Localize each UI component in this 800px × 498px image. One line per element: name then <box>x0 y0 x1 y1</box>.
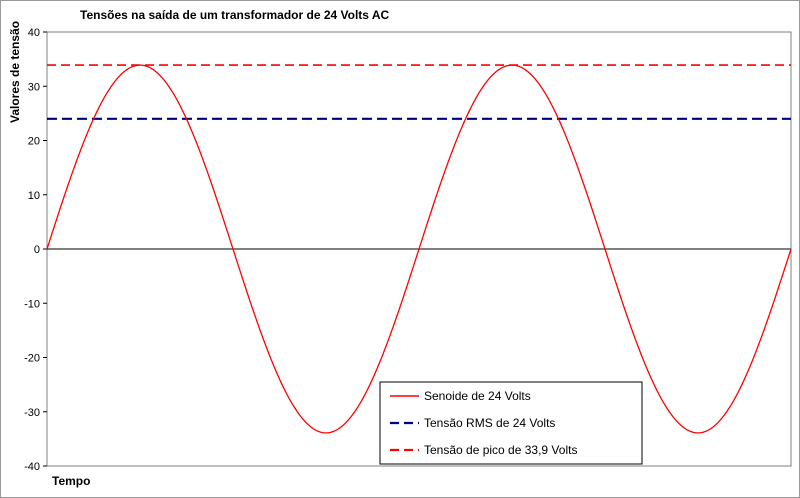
y-tick-label: 30 <box>28 81 40 93</box>
legend-label-0: Senoide de 24 Volts <box>424 389 531 403</box>
series-layer <box>46 64 792 434</box>
y-tick-label: -30 <box>24 407 40 419</box>
y-tick-label: 20 <box>28 136 40 148</box>
legend-box <box>379 381 643 465</box>
y-tick-label: -40 <box>24 461 40 473</box>
y-axis-label: Valores de tensão <box>8 21 22 123</box>
y-tick-label: 40 <box>28 27 40 39</box>
y-axis-ticks: 40 30 20 10 0 -10 -20 -30 -40 <box>24 27 47 473</box>
y-tick-label: 0 <box>34 244 40 256</box>
y-tick-label: -20 <box>24 353 40 365</box>
x-axis-label: Tempo <box>52 474 90 488</box>
series-line-0 <box>46 64 792 434</box>
legend-label-1: Tensão RMS de 24 Volts <box>424 416 555 430</box>
legend: Senoide de 24 Volts Tensão RMS de 24 Volt… <box>379 381 643 465</box>
y-tick-label: 10 <box>28 190 40 202</box>
chart-title: Tensões na saída de um transformador de … <box>80 8 390 22</box>
legend-label-2: Tensão de pico de 33,9 Volts <box>424 443 577 457</box>
y-tick-label: -10 <box>24 298 40 310</box>
